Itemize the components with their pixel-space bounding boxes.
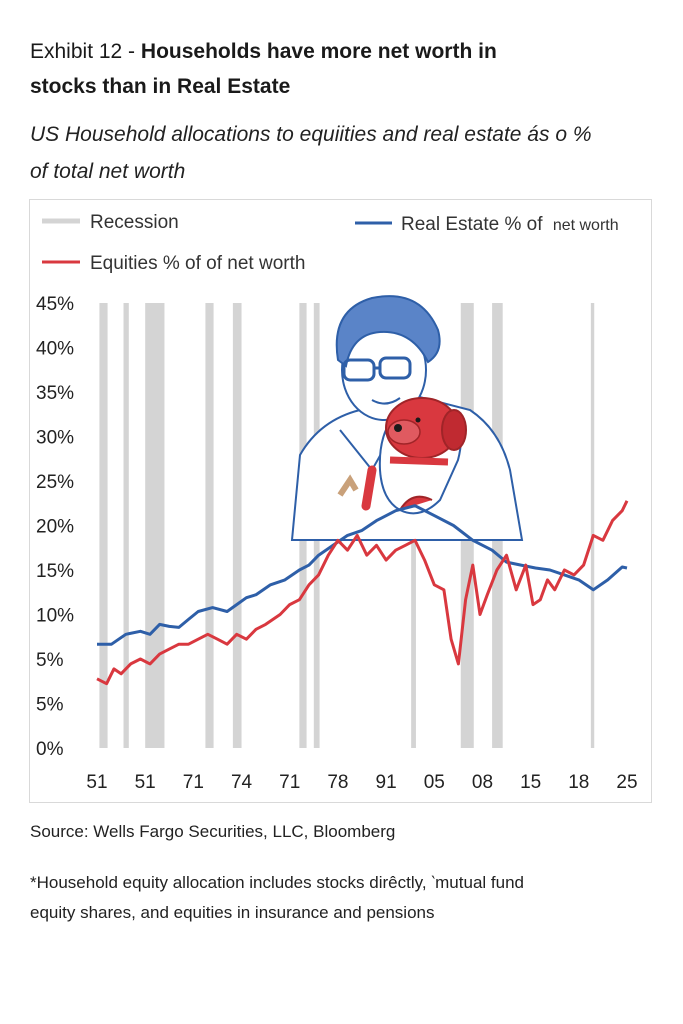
chart-frame (29, 199, 652, 803)
axes: 45% 40% 35% 30% 25% 20% 15% 10% 5% 5% 0% 51 51 71 74 71… (36, 294, 638, 793)
y-tick-label: 20% (36, 517, 74, 538)
y-tick-label: 25% (36, 472, 74, 493)
y-tick-label: 40% (36, 339, 74, 360)
subtitle-line-2: of total net worth (30, 160, 186, 183)
y-tick-label: 0% (36, 739, 64, 760)
real-estate-line (97, 504, 628, 646)
legend-equities-label: Equities % of of net worth (90, 253, 305, 274)
y-tick-label: 5% (36, 650, 64, 671)
legend-real-estate-suffix: net worth (553, 217, 619, 234)
chart-title: Exhibit 12 - Households have more net wo… (30, 34, 660, 104)
source-note: Source: Wells Fargo Securities, LLC, Blo… (30, 822, 396, 841)
headline-line-2: stocks than in Real Estate (30, 75, 291, 98)
y-tick-label: 10% (36, 606, 74, 627)
y-tick-label: 15% (36, 561, 74, 582)
headline-line-1: Households have more net worth in (140, 40, 497, 63)
x-tick-label: 78 (327, 772, 348, 793)
recession-band-3 (205, 303, 214, 748)
x-tick-label: 51 (86, 772, 107, 793)
exhibit-label: Exhibit 12 - (30, 40, 136, 63)
subtitle-line-1: US Household allocations to equiities an… (30, 123, 592, 146)
chart-subtitle: US Household allocations to equiities an… (30, 116, 670, 190)
series-lines (96, 500, 629, 686)
recession-band-10 (590, 303, 595, 748)
x-tick-label: 71 (279, 772, 300, 793)
legend-real-estate-text: Real Estate % of (401, 214, 543, 235)
footnote-line-1: *Household equity allocation includes st… (30, 873, 524, 892)
recession-band-4 (232, 303, 242, 748)
man-with-dog-illustration (290, 295, 524, 541)
x-tick-label: 15 (520, 772, 541, 793)
y-tick-label: 35% (36, 383, 74, 404)
equities-line (96, 500, 629, 686)
recession-band-2 (145, 303, 165, 748)
y-tick-label: 45% (36, 294, 74, 315)
x-tick-label: 08 (472, 772, 493, 793)
x-tick-label: 71 (183, 772, 204, 793)
x-tick-label: 18 (568, 772, 589, 793)
x-tick-label: 05 (424, 772, 445, 793)
y-tick-label: 30% (36, 428, 74, 449)
x-tick-label: 25 (616, 772, 637, 793)
x-tick-label: 51 (135, 772, 156, 793)
footnote: *Household equity allocation includes st… (30, 868, 670, 928)
x-tick-label: 74 (231, 772, 253, 793)
legend-real-estate-label: Real Estate % of net worth (401, 214, 619, 235)
x-tick-label: 91 (376, 772, 397, 793)
footnote-line-2: equity shares, and equities in insurance… (30, 903, 435, 922)
legend-recession-label: Recession (90, 212, 179, 233)
recession-band-0 (99, 303, 108, 748)
recession-band-1 (123, 303, 129, 748)
legend: Recession Real Estate % of net worth Equ… (42, 212, 619, 274)
y-tick-label: 5% (36, 695, 64, 716)
